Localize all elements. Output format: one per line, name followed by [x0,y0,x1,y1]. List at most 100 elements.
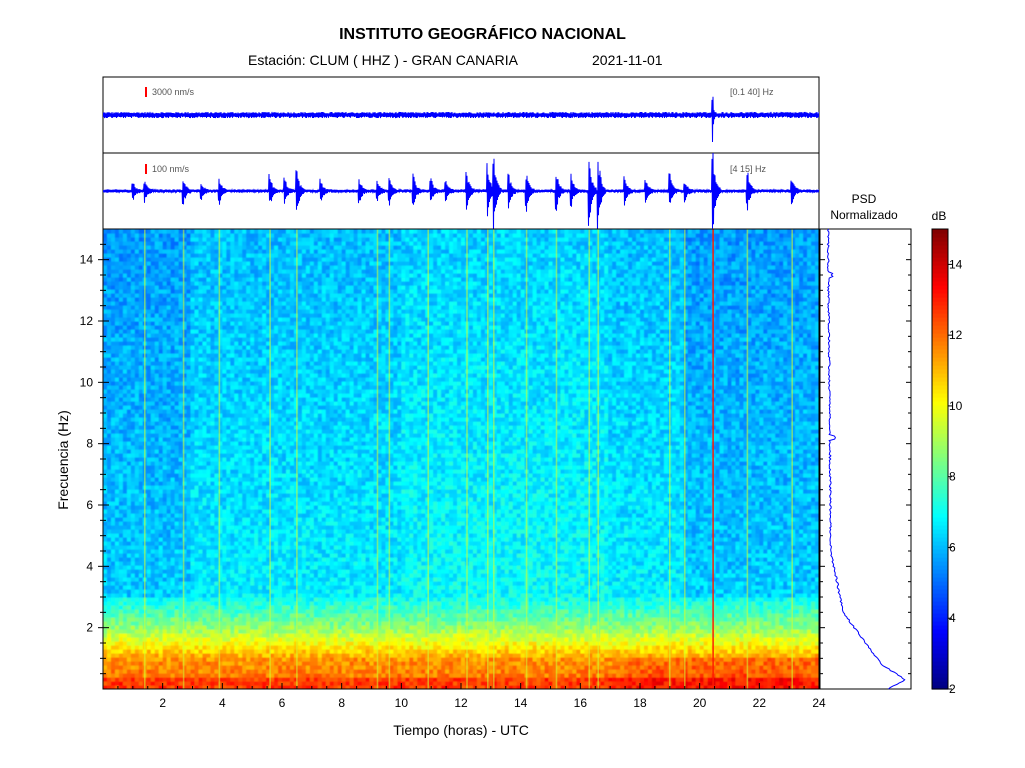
spectrogram-cell [520,633,526,638]
spectrogram-cell [321,601,327,606]
spectrogram-cell [329,661,335,666]
spectrogram-cell [122,605,128,610]
spectrogram-cell [266,657,271,662]
spectrogram-cell [472,673,478,678]
spectrogram-cell [727,653,733,658]
spectrogram-cell [413,645,418,650]
spectrogram-cell [154,605,160,610]
spectrogram-cell [270,629,275,634]
spectrogram-cell [230,685,235,689]
spectrogram-cell [393,629,398,634]
spectrogram-cell [210,629,215,634]
spectrogram-cell [258,629,263,634]
spectrogram-cell [445,605,450,610]
spectrogram-cell [560,669,566,674]
spectrogram-cell [779,605,784,610]
spectrogram-cell [282,581,287,586]
spectrogram-cell [715,665,721,670]
spectrogram-cell [632,685,637,689]
spectrogram-cell [393,617,398,622]
spectrogram-cell [110,657,116,662]
spectrogram-cell [556,621,562,626]
spectrogram-cell [361,669,367,674]
spectrogram-cell [500,645,506,650]
spectrogram-cell [552,657,558,662]
spectrogram-cell [309,629,315,634]
spectrogram-cell [612,609,617,614]
spectrogram-cell [214,605,219,610]
spectrogram-cell [202,617,208,622]
spectrogram-cell [624,685,629,689]
spectrogram-cell [528,601,534,606]
spectrogram-cell [528,673,534,678]
spectrogram-cell [743,597,748,602]
spectrogram-cell [433,577,438,582]
spectrogram-cell [715,609,721,614]
spectrogram-cell [110,613,116,618]
spectrogram-cell [210,593,215,598]
spectrogram-cell [556,673,562,678]
spectrogram-cell [393,621,398,626]
spectrogram-cell [699,645,705,650]
spectrogram-cell [616,581,621,586]
spectrogram-cell [305,601,311,606]
spectrogram-cell [178,629,184,634]
spectrogram-cell [413,685,418,689]
spectrogram-cell [441,581,446,586]
spectrogram-cell [747,609,752,614]
spectrogram-cell [413,637,418,642]
spectrogram-cell [174,633,180,638]
spectrogram-cell [349,653,355,658]
spectrogram-cell [624,665,629,670]
spectrogram-cell [640,681,645,686]
spectrogram-cell [274,657,279,662]
spectrogram-cell [628,653,633,658]
spectrogram-cell [640,593,645,598]
spectrogram-cell [445,685,450,689]
spectrogram-cell [675,613,681,618]
spectrogram-cell [278,657,283,662]
spectrogram-cell [727,585,733,590]
spectrogram-cell [106,661,112,666]
spectrogram-cell [679,641,685,646]
spectrogram-cell [743,665,748,670]
spectrogram-cell [369,621,375,626]
spectrogram-cell [807,597,812,602]
spectrogram-cell [520,593,526,598]
spectrogram-cell [385,669,390,674]
spectrogram-cell [675,585,681,590]
spectrogram-cell [234,577,239,582]
spectrogram-cell [655,665,661,670]
spectrogram-cell [799,625,804,630]
spectrogram-cell [512,685,518,689]
spectrogram-cell [289,673,295,678]
spectrogram-cell [739,609,745,614]
spectrogram-cell [421,685,426,689]
spectrogram-cell [174,617,180,622]
spectrogram-cell [417,641,422,646]
spectrogram-cell [560,617,566,622]
spectrogram-cell [779,585,784,590]
spectrogram-cell [600,601,605,606]
spectrogram-cell [723,633,729,638]
spectrogram-cell [755,677,760,682]
spectrogram-cell [437,629,442,634]
spectrogram-cell [317,589,323,594]
spectrogram-cell [687,581,693,586]
spectrogram-cell [333,641,339,646]
spectrogram-cell [417,597,422,602]
spectrogram-cell [751,625,756,630]
spectrogram-cell [166,617,172,622]
spectrogram-cell [727,617,733,622]
spectrogram-cell [472,593,478,598]
spectrogram-cell [349,633,355,638]
spectrogram-cell [103,677,108,682]
spectrogram-cell [258,609,263,614]
spectrogram-cell [453,677,458,682]
spectrogram-cell [544,653,550,658]
spectrogram-cell [158,589,164,594]
spectrogram-cell [636,593,641,598]
spectrogram-cell [309,637,315,642]
spectrogram-cell [453,629,458,634]
spectrogram-cell [194,653,200,658]
